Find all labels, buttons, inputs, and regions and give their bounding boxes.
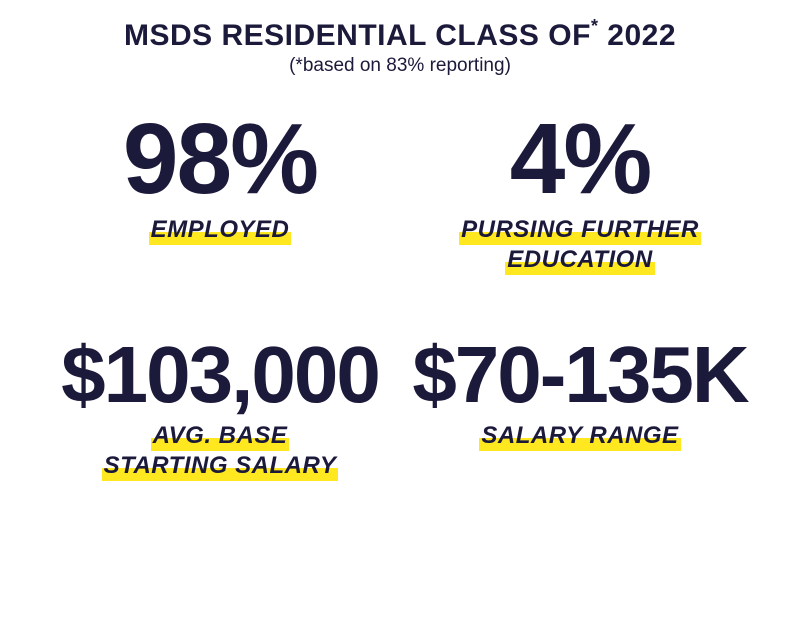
stats-grid: 98% EMPLOYED 4% PURSING FURTHER EDUCATIO… xyxy=(50,109,750,481)
page-title: MSDS RESIDENTIAL CLASS OF* 2022 xyxy=(124,18,676,53)
highlight-text: EMPLOYED xyxy=(151,215,290,245)
stat-salary-range: $70-135K SALARY RANGE xyxy=(410,335,750,481)
stat-further-education: 4% PURSING FURTHER EDUCATION xyxy=(410,109,750,275)
title-prefix: MSDS RESIDENTIAL CLASS OF xyxy=(124,19,591,52)
stat-employed-label: EMPLOYED xyxy=(151,215,290,245)
title-asterisk: * xyxy=(591,16,599,36)
stat-further-education-label: PURSING FURTHER EDUCATION xyxy=(461,215,699,275)
highlight-text: SALARY RANGE xyxy=(481,421,678,451)
subtitle: (*based on 83% reporting) xyxy=(124,55,676,77)
stat-employed-value: 98% xyxy=(123,109,317,209)
stat-avg-salary-label: AVG. BASE STARTING SALARY xyxy=(104,421,337,481)
stat-further-education-value: 4% xyxy=(510,109,651,209)
stat-salary-range-value: $70-135K xyxy=(412,335,747,415)
header: MSDS RESIDENTIAL CLASS OF* 2022 (*based … xyxy=(124,18,676,77)
stat-avg-salary: $103,000 AVG. BASE STARTING SALARY xyxy=(50,335,390,481)
highlight-text: PURSING FURTHER xyxy=(461,215,699,245)
highlight-text: STARTING SALARY xyxy=(104,451,337,481)
stat-avg-salary-value: $103,000 xyxy=(61,335,379,415)
highlight-text: AVG. BASE xyxy=(153,421,288,451)
highlight-text: EDUCATION xyxy=(507,245,652,275)
title-year: 2022 xyxy=(607,19,676,52)
stat-employed: 98% EMPLOYED xyxy=(50,109,390,275)
stat-salary-range-label: SALARY RANGE xyxy=(481,421,678,451)
